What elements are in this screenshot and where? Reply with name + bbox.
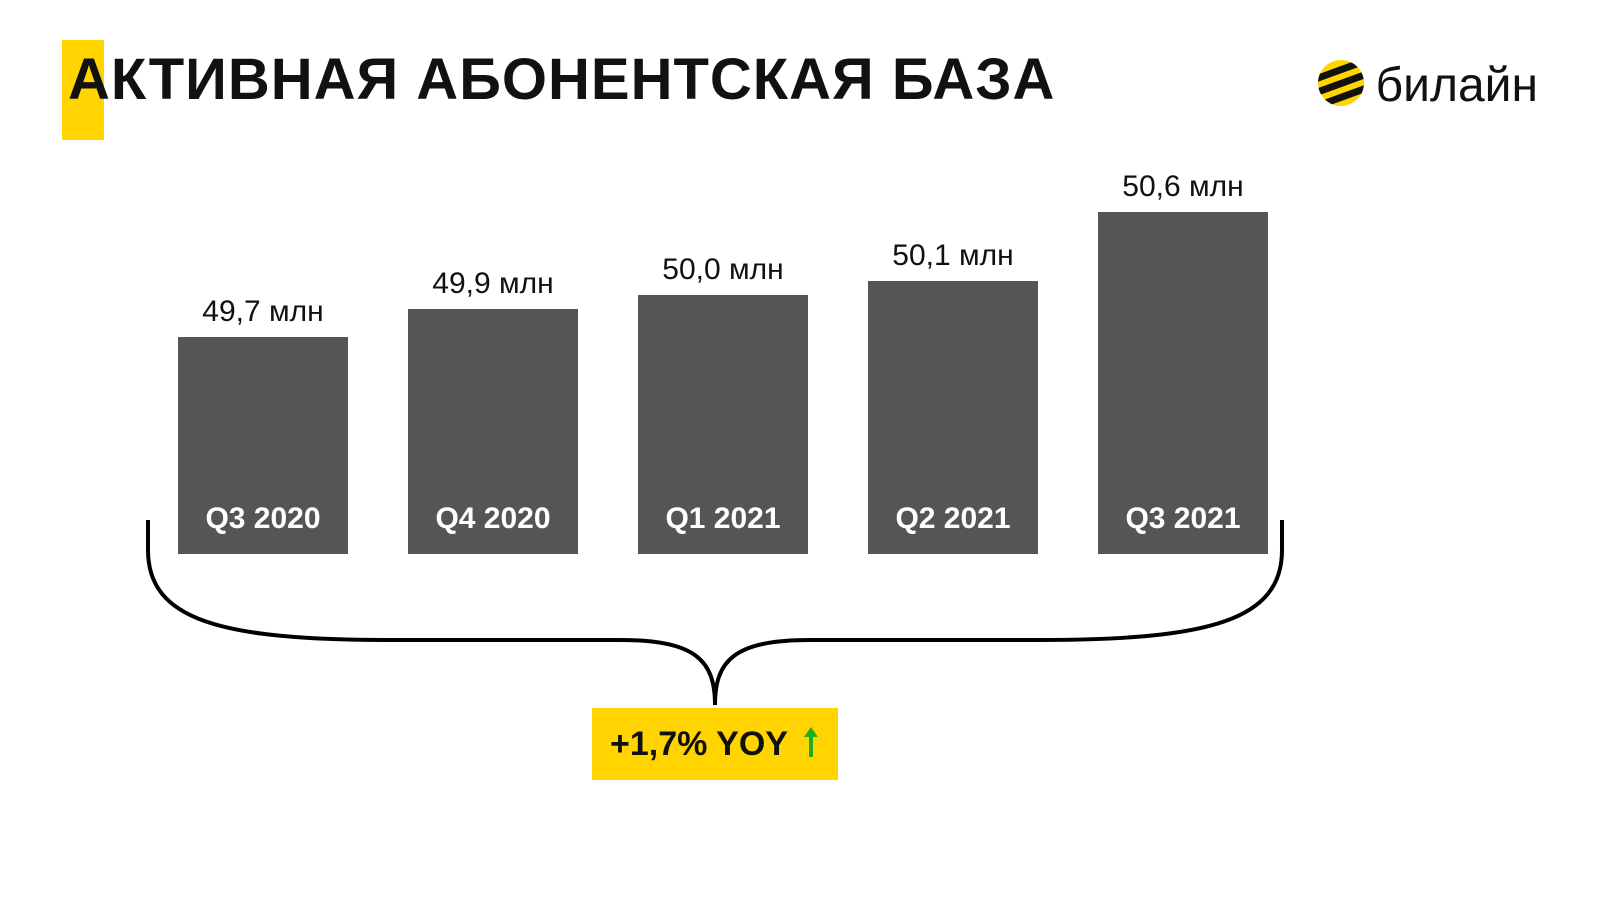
bar-value-label: 50,1 млн — [868, 239, 1038, 273]
yoy-badge: +1,7% YOY — [592, 708, 838, 780]
arrow-up-icon — [802, 725, 820, 764]
bar: 50,1 млнQ2 2021 — [868, 281, 1038, 554]
slide: АКТИВНАЯ АБОНЕНТСКАЯ БАЗА билайн 49,7 мл… — [0, 0, 1600, 900]
bar: 50,6 млнQ3 2021 — [1098, 212, 1268, 554]
bar-value-label: 50,6 млн — [1098, 170, 1268, 204]
bar-value-label: 49,9 млн — [408, 267, 578, 301]
brace-icon — [140, 520, 1290, 710]
beeline-circle-icon — [1318, 60, 1364, 111]
bar-value-label: 50,0 млн — [638, 253, 808, 287]
brand-logo: билайн — [1318, 58, 1538, 113]
bar: 49,9 млнQ4 2020 — [408, 309, 578, 554]
brand-text: билайн — [1376, 58, 1538, 113]
bar: 50,0 млнQ1 2021 — [638, 295, 808, 554]
slide-title: АКТИВНАЯ АБОНЕНТСКАЯ БАЗА — [68, 46, 1055, 113]
yoy-text: +1,7% YOY — [610, 725, 788, 764]
subscriber-chart: 49,7 млнQ3 202049,9 млнQ4 202050,0 млнQ1… — [178, 150, 1258, 554]
bar-value-label: 49,7 млн — [178, 295, 348, 329]
